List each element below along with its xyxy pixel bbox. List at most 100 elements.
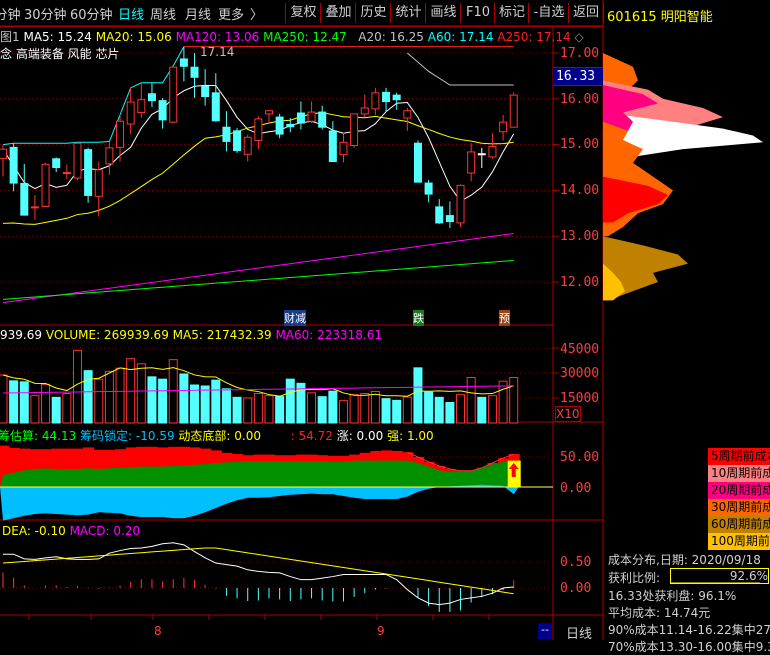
signal-yu[interactable]: 预	[499, 310, 510, 326]
profit-value: 92.6%	[729, 569, 768, 583]
candle	[73, 142, 82, 179]
volume-bar	[232, 396, 242, 424]
chevron-right-icon[interactable]: 〉	[250, 8, 264, 23]
period-30min[interactable]: 30分钟	[24, 8, 67, 23]
candle	[20, 183, 29, 216]
candle	[179, 58, 188, 67]
period-15min[interactable]: 15分钟	[0, 8, 21, 23]
volume-value: VOLUME: 269939.69	[45, 328, 169, 342]
legend-20: 20周期前成本	[708, 482, 770, 499]
volume-bar	[115, 367, 125, 424]
volume-bar	[275, 395, 285, 424]
volume-bar	[328, 390, 338, 424]
volume-bar	[9, 380, 19, 424]
history-button[interactable]: 历史	[355, 3, 391, 23]
back-button[interactable]: 返回	[568, 3, 604, 23]
current-price-tag: 16.33	[553, 67, 603, 86]
period-monthly[interactable]: 月线	[185, 8, 212, 23]
profit-at-price: 16.33处获利盘: 96.1%	[608, 589, 737, 603]
candle	[296, 112, 305, 124]
nav-button[interactable]: --	[538, 623, 552, 639]
watchlist-button[interactable]: -自选	[528, 3, 569, 23]
profit-bar: 92.6%	[670, 568, 769, 584]
stats-button[interactable]: 统计	[390, 3, 426, 23]
volume-bar	[168, 359, 178, 424]
dea-label: DEA: -0.10	[2, 524, 66, 538]
overlay-button[interactable]: 叠加	[320, 3, 356, 23]
chip-estimate-label: 筹估算: 44.13	[0, 429, 77, 443]
candle	[158, 100, 167, 121]
macd-axis-label: 0.50	[560, 555, 592, 570]
candle	[456, 184, 465, 224]
volume-ma60: MA60: 223318.61	[275, 328, 383, 342]
up-arrow-icon	[508, 463, 519, 477]
candle	[275, 116, 284, 135]
chip-red-bar	[83, 447, 95, 487]
a20-label: A20: 16.25	[358, 30, 424, 44]
macd-axis-label: 0.00	[560, 581, 592, 596]
volume-bar	[83, 370, 93, 424]
diamond-icon[interactable]: ◇	[574, 30, 584, 44]
price-axis-label: 16.00	[560, 92, 600, 107]
chip-red-bar	[40, 449, 52, 487]
mark-button[interactable]: 标记	[494, 3, 529, 23]
volume-bar	[296, 382, 306, 424]
volume-bar	[190, 384, 200, 424]
toolbar: 15分钟 30分钟 60分钟 日线 周线 月线 更多 〉 复权 叠加 历史 统计…	[0, 0, 604, 27]
candle	[403, 110, 412, 119]
candle	[62, 172, 71, 175]
fuquan-button[interactable]: 复权	[285, 3, 321, 23]
candle	[9, 146, 18, 184]
candle	[137, 99, 146, 114]
price-axis-label: 17.00	[560, 46, 600, 61]
signal-die[interactable]: 跌	[413, 310, 424, 326]
volume-bar	[445, 402, 455, 424]
chip-100-area	[603, 263, 625, 301]
volume-bar	[19, 381, 29, 424]
ma20-label: MA20: 15.06	[95, 30, 172, 44]
candle	[30, 206, 39, 209]
strong-label: 强: 1.00	[387, 429, 434, 443]
candle	[307, 111, 316, 122]
concepts: 概念 高端装备 风能 芯片	[0, 47, 120, 61]
chart-canvas[interactable]	[0, 0, 770, 640]
period-60min[interactable]: 60分钟	[70, 8, 113, 23]
candle	[190, 66, 199, 78]
period-weekly[interactable]: 周线	[150, 8, 177, 23]
legend-60: 60周期前成本	[708, 516, 770, 533]
signal-caijian[interactable]: 财减	[284, 310, 306, 326]
high-label: 17.14	[200, 45, 235, 59]
candle	[382, 91, 391, 103]
volume-bar	[349, 394, 359, 424]
candle	[435, 206, 444, 224]
volume-axis-label: 15000	[560, 391, 600, 406]
time-label: 9	[377, 624, 385, 638]
volume-bar	[0, 374, 8, 424]
volume-bar	[30, 395, 40, 424]
candle	[499, 121, 508, 133]
volume-bar	[392, 399, 402, 424]
volume-bar	[51, 396, 61, 424]
period-more[interactable]: 更多	[218, 8, 245, 23]
candle	[392, 94, 401, 101]
period-label[interactable]: 日线	[566, 627, 593, 642]
volume-axis-label: 45000	[560, 342, 600, 357]
chip-white-area	[603, 112, 763, 159]
candle	[339, 141, 348, 156]
volume-bar	[211, 379, 221, 424]
volume-unit: X10	[555, 406, 581, 422]
ma120-label: MA120: 13.06	[175, 30, 260, 44]
volume-prefix: 939.69	[0, 328, 42, 342]
volume-axis-label: 30000	[560, 366, 600, 381]
candle	[371, 92, 380, 110]
legend-10: 10周期前成本	[708, 465, 770, 482]
ma-legend: 主图1 MA5: 15.24 MA20: 15.06 MA120: 13.06 …	[0, 28, 584, 45]
f10-button[interactable]: F10	[460, 3, 495, 23]
volume-bar	[477, 396, 487, 424]
profit-label: 获利比例:	[608, 571, 661, 585]
value-label: : 54.72	[290, 429, 333, 443]
indicator-legend: 筹估算: 44.13 筹码锁定: -10.59 动态底部: 0.00 : 54.…	[0, 427, 434, 444]
draw-button[interactable]: 画线	[425, 3, 461, 23]
period-daily[interactable]: 日线	[118, 8, 145, 23]
macd-label: MACD: 0.20	[69, 524, 141, 538]
